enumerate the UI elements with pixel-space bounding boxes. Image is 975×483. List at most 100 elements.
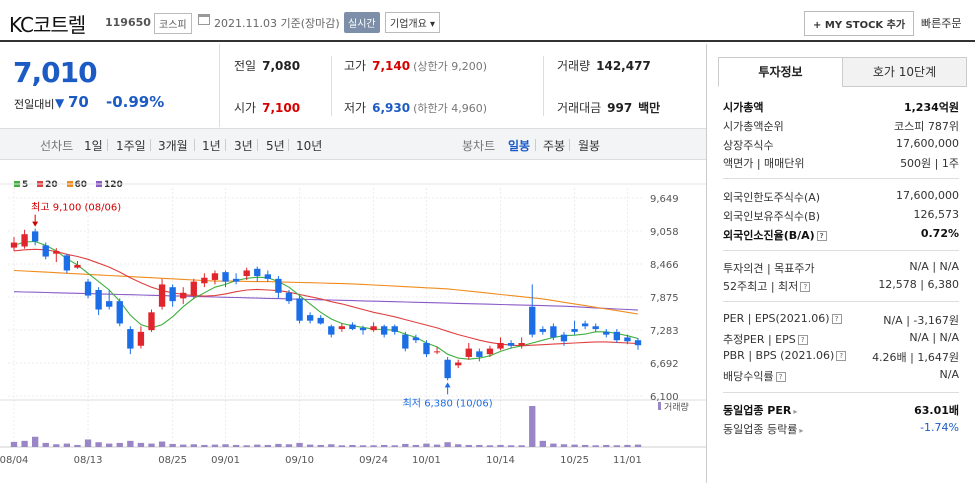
chevron-right-icon[interactable]: ▸ <box>793 407 798 416</box>
y-tick-label: 9,058 <box>650 227 679 238</box>
x-tick-label: 10/14 <box>486 455 515 466</box>
stat-open: 시가 7,100 <box>234 99 300 116</box>
volume-bar <box>634 444 642 447</box>
help-icon[interactable]: ? <box>816 231 827 241</box>
stat-unit: 백만 <box>638 101 661 115</box>
period-1y[interactable]: 1년 <box>202 139 221 153</box>
tab-investment-info[interactable]: 투자정보 <box>718 57 843 87</box>
candle-body <box>106 301 113 307</box>
volume-bar <box>63 443 71 447</box>
candle-body <box>529 306 536 335</box>
volume-bar <box>370 445 377 447</box>
candle-monthly[interactable]: 월봉 <box>578 139 601 153</box>
candle-chart-label[interactable]: 봉차트 <box>462 139 496 153</box>
divider <box>194 139 195 151</box>
y-tick-label: 6,100 <box>650 392 679 403</box>
volume-bar <box>423 443 430 447</box>
x-tick-label: 10/25 <box>560 455 589 466</box>
add-mystock-label: MY STOCK 추가 <box>824 20 906 31</box>
divider <box>723 178 959 179</box>
row-value: 4.26배 | 1,647원 <box>872 351 959 364</box>
row-label: 동일업종 등락률 ▸ <box>723 423 804 436</box>
period-3m[interactable]: 3개월 <box>158 139 188 153</box>
chevron-down-icon: ▾ <box>430 19 436 30</box>
chart-grid <box>0 183 706 448</box>
volume-bar <box>31 436 39 447</box>
stat-value: 6,930 <box>372 101 411 115</box>
help-icon[interactable]: ? <box>797 335 808 345</box>
volume-bar <box>42 442 49 447</box>
calendar-icon <box>198 14 210 25</box>
candles <box>10 228 642 381</box>
quick-order-link[interactable]: 빠른주문 <box>921 17 962 30</box>
volume-bar <box>10 441 18 447</box>
row-52week: 52주최고 | 최저? 12,578 | 6,380 <box>723 278 959 294</box>
x-tick-label: 09/10 <box>285 455 314 466</box>
volume-bar <box>169 443 176 447</box>
candle-weekly[interactable]: 주봉 <box>543 139 566 153</box>
chart-toolbar: 선차트 1일 1주일 3개월 1년 3년 5년 10년 봉차트 일봉 주봉 월봉 <box>0 128 706 160</box>
company-overview-dropdown[interactable]: 기업개요 ▾ <box>385 12 441 33</box>
candle-body <box>518 342 525 346</box>
candle-body <box>10 242 18 248</box>
chart-annotations: 최고 9,100 (08/06) 최저 6,380 (10/06) <box>31 202 493 410</box>
y-tick-label: 7,875 <box>650 293 679 304</box>
row-opinion: 투자의견 | 목표주가 N/A | N/A <box>723 260 959 276</box>
candle-body <box>476 351 483 357</box>
help-icon[interactable]: ? <box>800 282 811 292</box>
period-1w[interactable]: 1주일 <box>116 139 146 153</box>
help-icon[interactable]: ? <box>836 351 847 361</box>
candle-body <box>137 331 145 346</box>
period-10y[interactable]: 10년 <box>296 139 323 153</box>
help-icon[interactable]: ? <box>831 314 842 324</box>
tab-order-book[interactable]: 호가 10단계 <box>842 57 967 87</box>
volume-bar <box>21 440 28 447</box>
ma5-line <box>13 240 639 360</box>
stat-amount: 거래대금 997 백만 <box>557 99 660 116</box>
ma20-line <box>13 248 639 347</box>
row-cap-rank: 시가총액순위 코스피 787위 <box>723 118 959 134</box>
period-3y[interactable]: 3년 <box>234 139 253 153</box>
candle-body <box>211 273 219 280</box>
stock-header: KC코트렐 119650 코스피 2021.11.03 기준(장마감) 실시간 … <box>0 0 975 42</box>
row-label: 추정PER | EPS? <box>723 331 808 347</box>
line-chart-label[interactable]: 선차트 <box>40 139 74 153</box>
candle-body <box>359 327 367 331</box>
add-mystock-button[interactable]: + MY STOCK 추가 <box>804 11 915 36</box>
candle-body <box>317 317 324 324</box>
volume-bar <box>264 444 272 447</box>
chevron-right-icon[interactable]: ▸ <box>799 426 804 435</box>
volume-bar <box>53 444 60 447</box>
row-value: 코스피 787위 <box>894 120 959 133</box>
row-value: 126,573 <box>913 208 960 221</box>
volume-bar <box>581 444 589 447</box>
x-tick-label: 08/25 <box>158 455 187 466</box>
y-tick-label: 7,283 <box>650 326 679 337</box>
candle-body <box>158 284 166 307</box>
row-label: 배당수익률? <box>723 368 786 384</box>
volume-bar <box>127 440 134 447</box>
candle-body <box>423 342 430 355</box>
realtime-button[interactable]: 실시간 <box>344 12 380 33</box>
stock-chart[interactable]: 9,649 9,058 8,466 7,875 7,283 6,692 6,100 08/04… <box>0 170 706 483</box>
candle-body <box>148 312 155 331</box>
candle-body <box>222 272 229 282</box>
help-icon[interactable]: ? <box>775 372 786 382</box>
stat-value: 142,477 <box>596 59 651 73</box>
candle-body <box>613 331 621 341</box>
volume-bar <box>201 444 208 447</box>
volume-bar <box>592 445 599 447</box>
row-value: 0.72% <box>920 227 959 240</box>
volume-bar <box>349 444 356 447</box>
candle-daily[interactable]: 일봉 <box>508 139 531 153</box>
price-box: 7,010 전일대비 ▼ 70 -0.99% <box>0 44 220 127</box>
candle-body <box>349 324 356 330</box>
period-5y[interactable]: 5년 <box>266 139 285 153</box>
divider <box>843 86 967 87</box>
base-date: 2021.11.03 기준(장마감) <box>214 17 340 30</box>
period-1d[interactable]: 1일 <box>84 139 103 153</box>
stat-sub: (하한가 4,960) <box>413 102 487 115</box>
candle-body <box>444 359 451 379</box>
volume-legend-swatch <box>658 402 661 410</box>
volume-bar <box>95 442 102 447</box>
